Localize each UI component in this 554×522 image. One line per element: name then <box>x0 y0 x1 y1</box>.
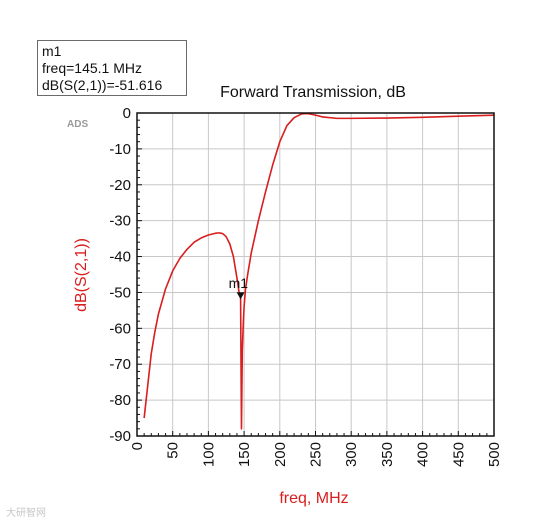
chart-title: Forward Transmission, dB <box>220 84 406 101</box>
y-tick-label: -50 <box>109 284 131 301</box>
marker-value: dB(S(2,1))=-51.616 <box>42 77 163 93</box>
x-tick-label: 50 <box>165 442 182 459</box>
y-tick-label: -80 <box>109 392 131 409</box>
x-tick-label: 400 <box>415 442 432 467</box>
marker-layer: m1 <box>229 275 249 300</box>
watermark: 大研智网 <box>6 506 46 519</box>
plot-frame <box>136 112 495 437</box>
y-tick-label: -70 <box>109 356 131 373</box>
tick-labels: 0 50 100 150 200 250 300 350 400 450 500 0 -10 -20 -30… <box>109 105 503 467</box>
x-tick-label: 300 <box>343 442 360 467</box>
marker-readout-box: m1 freq=145.1 MHz dB(S(2,1))=-51.616 <box>37 40 187 96</box>
x-tick-label: 150 <box>236 442 253 467</box>
grid <box>136 112 495 437</box>
x-tick-label: 350 <box>379 442 396 467</box>
series-layer <box>143 112 495 430</box>
x-tick-label: 100 <box>200 442 217 467</box>
y-tick-label: -60 <box>109 320 131 337</box>
ads-badge: ADS <box>67 119 88 130</box>
marker-label: m1 <box>229 275 249 291</box>
y-tick-label: -10 <box>109 141 131 158</box>
x-tick-label: 450 <box>450 442 467 467</box>
x-tick-label: 200 <box>272 442 289 467</box>
x-tick-label: 500 <box>486 442 503 467</box>
x-tick-label: 250 <box>308 442 325 467</box>
marker-name: m1 <box>42 43 62 59</box>
y-axis-label: dB(S(2,1)) <box>73 238 90 312</box>
x-tick-label: 0 <box>129 442 146 450</box>
marker-triangle <box>236 292 245 300</box>
x-axis-label: freq, MHz <box>279 490 348 507</box>
y-tick-label: -40 <box>109 249 131 266</box>
y-tick-label: -90 <box>109 428 131 445</box>
y-tick-label: -30 <box>109 213 131 230</box>
marker-freq: freq=145.1 MHz <box>42 60 142 76</box>
y-tick-label: 0 <box>123 105 131 122</box>
series-line-0 <box>143 112 495 430</box>
y-tick-label: -20 <box>109 177 131 194</box>
